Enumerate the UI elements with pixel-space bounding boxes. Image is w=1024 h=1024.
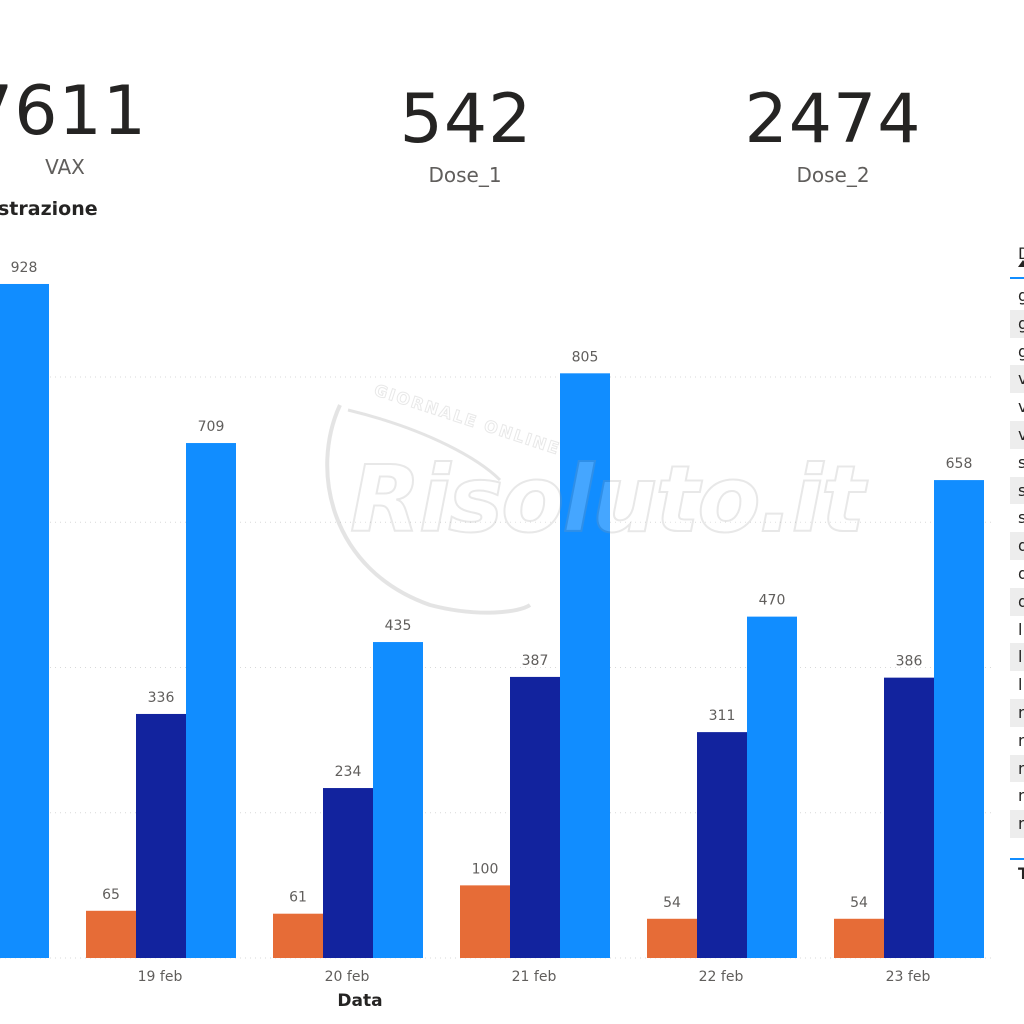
data-label: 658 (946, 456, 973, 472)
bar (273, 913, 323, 958)
bar (373, 642, 423, 958)
data-label: 805 (572, 349, 599, 365)
bar (747, 616, 797, 958)
table-row[interactable]: l (1010, 616, 1024, 644)
table-cell: m (1010, 703, 1024, 722)
table-header[interactable]: D (1018, 244, 1024, 263)
side-table[interactable]: D gggvvvsssdddlllmmmmm T (1010, 240, 1024, 900)
table-cell: g (1018, 313, 1024, 333)
table-row[interactable]: s (1010, 504, 1024, 532)
table-total-divider (1010, 858, 1024, 860)
bar (136, 713, 186, 958)
data-label: 386 (896, 654, 923, 670)
data-label: 336 (148, 690, 175, 706)
data-label: 54 (663, 895, 681, 911)
table-cell: d (1018, 564, 1024, 583)
table-cell: g (1018, 286, 1024, 305)
sort-ascending-icon[interactable] (1018, 260, 1024, 267)
table-cell: s (1018, 508, 1024, 528)
table-header-divider (1010, 277, 1024, 279)
bar (834, 918, 884, 958)
table-row[interactable]: d (1010, 532, 1024, 560)
table-row[interactable]: m (1010, 727, 1024, 755)
data-label: 65 (102, 887, 120, 903)
x-tick-label: 23 feb (886, 969, 931, 985)
data-label: 387 (522, 653, 549, 669)
table-cell: v (1018, 369, 1024, 389)
table-row[interactable]: g (1010, 282, 1024, 310)
kpi-dose2-label: Dose_2 (796, 163, 870, 187)
table-cell: m (1010, 786, 1024, 805)
table-row[interactable]: m (1010, 699, 1024, 727)
bar (460, 885, 510, 958)
table-cell: g (1018, 341, 1024, 361)
table-cell: v (1018, 397, 1024, 417)
table-row[interactable]: m (1010, 782, 1024, 810)
table-cell: m (1010, 731, 1024, 750)
table-cell: m (1010, 759, 1024, 778)
data-label: 311 (709, 708, 736, 724)
chart-title: strazione (0, 198, 98, 220)
bar (697, 732, 747, 958)
table-row[interactable]: l (1010, 671, 1024, 699)
table-row[interactable]: s (1010, 449, 1024, 477)
x-tick-label: 19 feb (138, 969, 183, 985)
table-cell: d (1018, 536, 1024, 556)
data-label: 435 (385, 618, 412, 634)
x-tick-label: 21 feb (512, 969, 557, 985)
bar (510, 676, 560, 958)
table-row[interactable]: s (1010, 476, 1024, 505)
bar (647, 918, 697, 958)
bar (934, 480, 984, 958)
table-cell: l (1018, 619, 1023, 639)
data-label: 61 (289, 890, 307, 906)
data-label: 234 (335, 764, 362, 780)
table-cell: d (1018, 591, 1024, 611)
kpi-dose1-label: Dose_1 (428, 163, 502, 187)
bar (86, 910, 136, 958)
table-cell: m (1010, 814, 1024, 833)
x-tick-label: 20 feb (325, 969, 370, 985)
table-cell: s (1018, 452, 1024, 472)
bar (884, 677, 934, 958)
kpi-dose2-value: 2474 (744, 80, 922, 159)
bar (560, 373, 610, 958)
data-label: 470 (759, 593, 786, 609)
bar (0, 283, 49, 958)
x-axis-title: Data (337, 991, 382, 1011)
table-cell: l (1018, 675, 1023, 695)
kpi-vax-label: VAX (45, 155, 85, 179)
table-row[interactable]: d (1010, 587, 1024, 616)
table-row[interactable]: m (1010, 754, 1024, 783)
kpi-vax-value: 7611 (0, 72, 148, 151)
table-row[interactable]: v (1010, 365, 1024, 394)
table-cell: v (1018, 425, 1024, 444)
table-cell: s (1018, 480, 1024, 500)
x-tick-label: 22 feb (699, 969, 744, 985)
data-label: 928 (11, 260, 38, 276)
table-row[interactable]: v (1010, 393, 1024, 421)
bar (323, 788, 373, 958)
bar (186, 443, 236, 958)
table-row[interactable]: v (1010, 421, 1024, 449)
table-row[interactable]: g (1010, 338, 1024, 366)
table-cell: l (1018, 647, 1023, 667)
table-row[interactable]: l (1010, 643, 1024, 672)
table-total-label: T (1018, 864, 1024, 883)
data-label: 709 (198, 419, 225, 435)
kpi-dose1-value: 542 (399, 80, 533, 159)
table-row[interactable]: d (1010, 560, 1024, 588)
data-label: 100 (472, 861, 499, 877)
data-label: 54 (850, 895, 868, 911)
table-row[interactable]: g (1010, 309, 1024, 338)
table-row[interactable]: m (1010, 810, 1024, 838)
